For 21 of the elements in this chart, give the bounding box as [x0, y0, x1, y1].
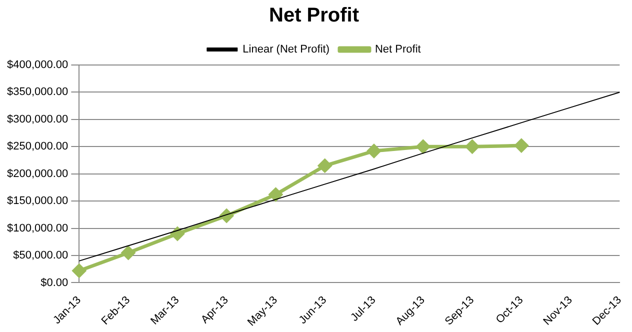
y-tick-label: $150,000.00 [7, 195, 68, 208]
point [367, 144, 381, 158]
y-tick-label: $50,000.00 [13, 250, 68, 262]
y-tick-label: $250,000.00 [7, 140, 68, 153]
point [72, 264, 86, 278]
y-tick-label: $400,000.00 [7, 59, 68, 72]
chart-title: Net Profit [269, 4, 360, 27]
y-tick-label: $300,000.00 [7, 113, 68, 126]
point [170, 226, 184, 240]
y-tick-label: $0.00 [40, 276, 68, 289]
point [514, 138, 528, 152]
y-tick-label: $200,000.00 [7, 168, 68, 180]
point [416, 140, 430, 154]
point [268, 188, 282, 202]
point [318, 158, 332, 172]
y-tick-label: $100,000.00 [7, 222, 68, 234]
legend-label: Linear (Net Profit) [242, 44, 330, 56]
point [122, 246, 136, 260]
legend-label: Net Profit [374, 44, 421, 56]
point [466, 140, 480, 154]
y-tick-label: $350,000.00 [7, 86, 68, 98]
